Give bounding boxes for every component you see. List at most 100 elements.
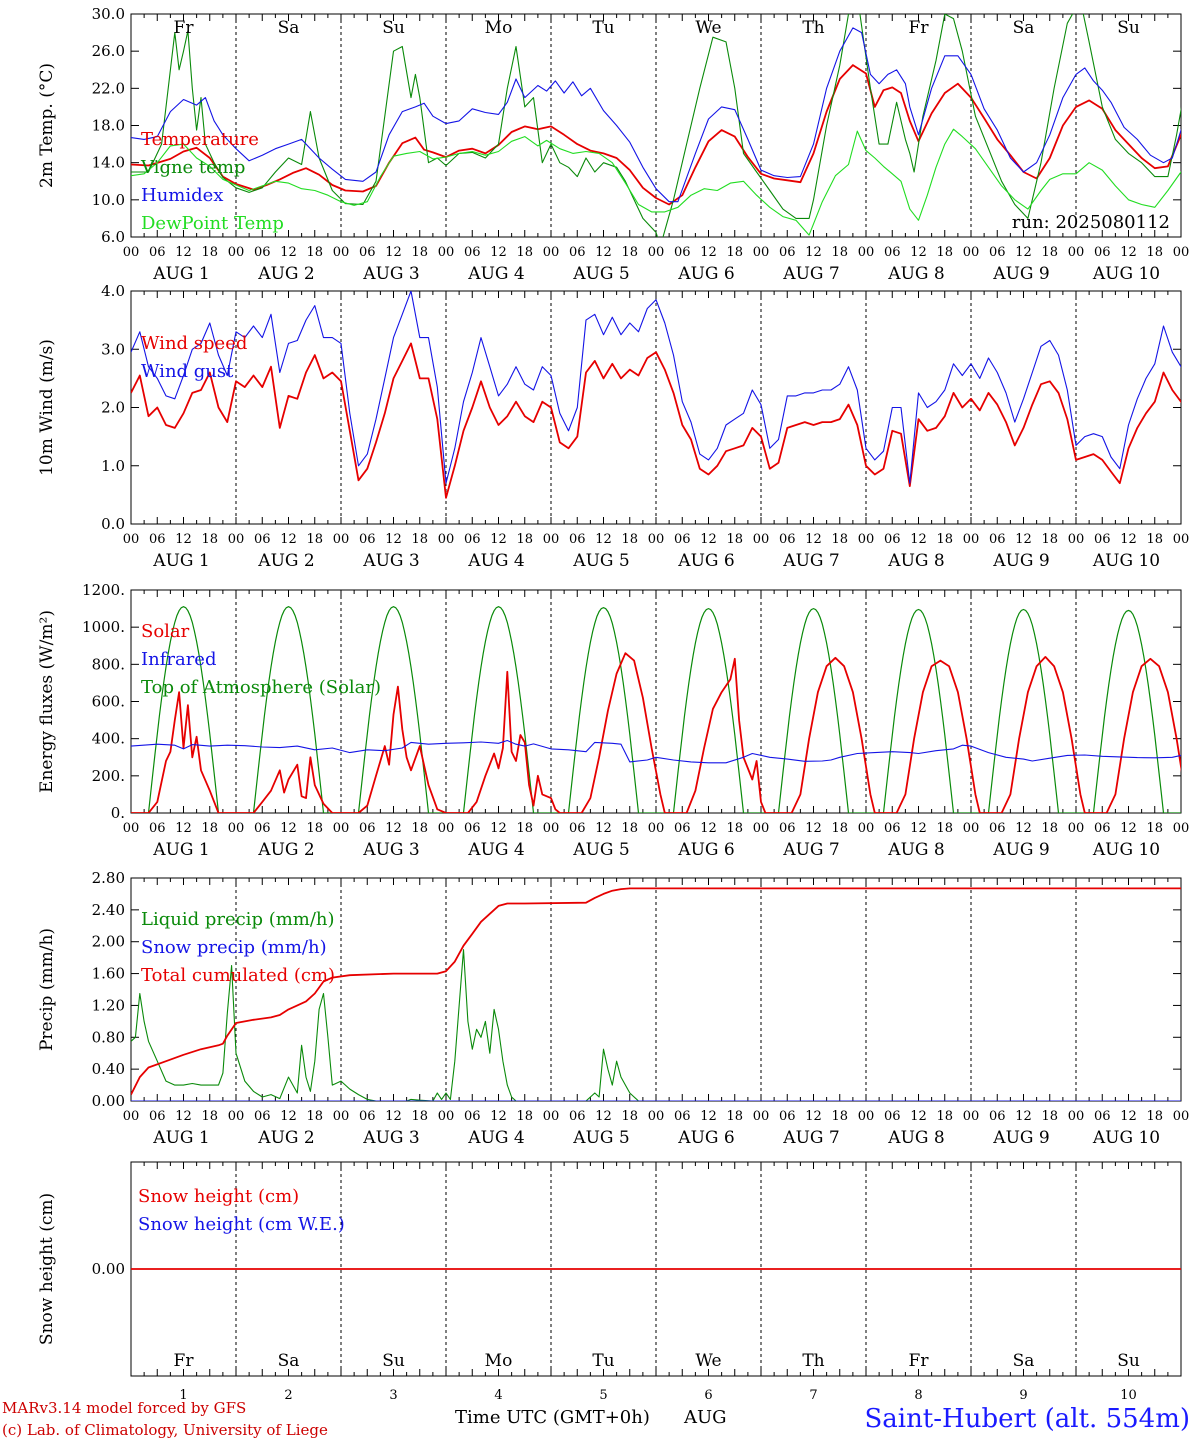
y-tick-label: 0. xyxy=(111,804,125,822)
hour-label: 06 xyxy=(989,821,1006,836)
hour-label: 06 xyxy=(884,245,901,260)
series-line-temperature xyxy=(131,64,1181,206)
series-layer xyxy=(131,14,1181,237)
hour-label: 12 xyxy=(385,245,402,260)
hour-label: 00 xyxy=(543,821,560,836)
day-number: 7 xyxy=(809,1388,817,1403)
hour-label: 12 xyxy=(490,821,507,836)
model-credit: MARv3.14 model forced by GFS xyxy=(2,1399,246,1417)
hour-label: 12 xyxy=(700,245,717,260)
y-tick-label: 22.0 xyxy=(92,79,125,97)
hour-label: 18 xyxy=(936,245,953,260)
hour-label: 00 xyxy=(228,1109,245,1124)
hour-label: 06 xyxy=(359,245,376,260)
hour-label: 06 xyxy=(1094,1109,1111,1124)
date-label: AUG 7 xyxy=(782,264,839,284)
weekday-labels-top: Fr Sa Su Mo Tu We Th Fr Sa Su xyxy=(174,18,1140,38)
date-label: AUG 4 xyxy=(467,1128,524,1148)
weekday-label: Su xyxy=(382,1351,405,1371)
weekday-label: Fr xyxy=(909,1351,930,1371)
legend-entry: Solar xyxy=(141,621,190,642)
day-number: 4 xyxy=(494,1388,502,1403)
hour-label: 18 xyxy=(411,821,428,836)
hour-label: 12 xyxy=(910,532,927,547)
hour-label: 06 xyxy=(1094,532,1111,547)
hour-label: 18 xyxy=(1146,245,1163,260)
date-label: AUG 7 xyxy=(782,551,839,571)
hour-label: 00 xyxy=(648,1109,665,1124)
hour-label: 12 xyxy=(595,821,612,836)
date-label: AUG 8 xyxy=(887,264,944,284)
y-tick-label: 2.0 xyxy=(101,399,125,417)
hour-label: 12 xyxy=(490,1109,507,1124)
date-label: AUG 1 xyxy=(152,840,209,860)
legend-entry: Snow precip (mm/h) xyxy=(141,937,327,958)
hour-label: 06 xyxy=(149,821,166,836)
day-number: 5 xyxy=(599,1388,607,1403)
hour-label: 18 xyxy=(831,821,848,836)
hour-label: 12 xyxy=(280,245,297,260)
hour-label: 00 xyxy=(648,245,665,260)
hour-label: 00 xyxy=(753,821,770,836)
legend-entry: Total cumulated (cm) xyxy=(141,965,335,986)
legend-entry: Wind speed xyxy=(141,333,247,354)
date-label: AUG 8 xyxy=(887,1128,944,1148)
hour-label: 06 xyxy=(989,245,1006,260)
hour-label: 00 xyxy=(1068,532,1085,547)
hour-label: 06 xyxy=(359,1109,376,1124)
date-label: AUG 3 xyxy=(362,840,419,860)
weekday-label: Fr xyxy=(174,1351,195,1371)
y-tick-label: 2.00 xyxy=(92,933,125,951)
hour-label: 06 xyxy=(674,245,691,260)
y-tick-label: 3.0 xyxy=(101,340,125,358)
hour-label: 00 xyxy=(858,1109,875,1124)
weekday-label: Mo xyxy=(485,1351,513,1371)
run-annotation: run: 2025080112 xyxy=(1012,212,1170,233)
y-tick-label: 0.00 xyxy=(92,1092,125,1110)
hour-label: 06 xyxy=(989,1109,1006,1124)
hour-label: 12 xyxy=(385,532,402,547)
hour-label: 00 xyxy=(1173,821,1190,836)
hour-label: 00 xyxy=(438,245,455,260)
hour-label: 00 xyxy=(963,245,980,260)
hour-label: 00 xyxy=(1068,245,1085,260)
weekday-label: Su xyxy=(1117,1351,1140,1371)
hour-label: 18 xyxy=(936,1109,953,1124)
y-tick-label: 1200. xyxy=(82,581,125,599)
hour-label: 00 xyxy=(858,821,875,836)
hour-label: 00 xyxy=(963,1109,980,1124)
weekday-label: Fr xyxy=(909,18,930,38)
hour-label: 18 xyxy=(621,821,638,836)
hour-label: 12 xyxy=(805,1109,822,1124)
hour-label: 18 xyxy=(936,821,953,836)
hour-label: 12 xyxy=(1015,1109,1032,1124)
hour-label: 12 xyxy=(910,245,927,260)
weekday-label: Mo xyxy=(485,18,513,38)
series-line-total-cumulated-cm xyxy=(131,887,1181,1096)
y-tick-label: 2.40 xyxy=(92,901,125,919)
day-number: 8 xyxy=(914,1388,922,1403)
y-tick-label: 18.0 xyxy=(92,117,125,135)
hour-label: 18 xyxy=(1041,245,1058,260)
weekday-label: We xyxy=(695,1351,721,1371)
hour-label: 06 xyxy=(569,532,586,547)
y-tick-label: 14.0 xyxy=(92,154,125,172)
series-line-dewpoint-temp xyxy=(131,128,1181,236)
hour-label: 18 xyxy=(201,245,218,260)
day-number: 6 xyxy=(704,1388,712,1403)
hour-label: 18 xyxy=(831,245,848,260)
series-layer xyxy=(131,887,1181,1101)
hour-label: 00 xyxy=(228,245,245,260)
hour-label: 12 xyxy=(595,1109,612,1124)
day-number: 3 xyxy=(389,1388,397,1403)
hour-label: 00 xyxy=(1173,1109,1190,1124)
hour-label: 00 xyxy=(1068,821,1085,836)
hour-label: 18 xyxy=(1146,821,1163,836)
date-label: AUG 6 xyxy=(677,264,734,284)
hour-label: 18 xyxy=(306,1109,323,1124)
hour-label: 06 xyxy=(674,821,691,836)
hour-label: 12 xyxy=(385,821,402,836)
y-tick-label: 1000. xyxy=(82,618,125,636)
hour-label: 12 xyxy=(1015,245,1032,260)
hour-label: 12 xyxy=(175,245,192,260)
